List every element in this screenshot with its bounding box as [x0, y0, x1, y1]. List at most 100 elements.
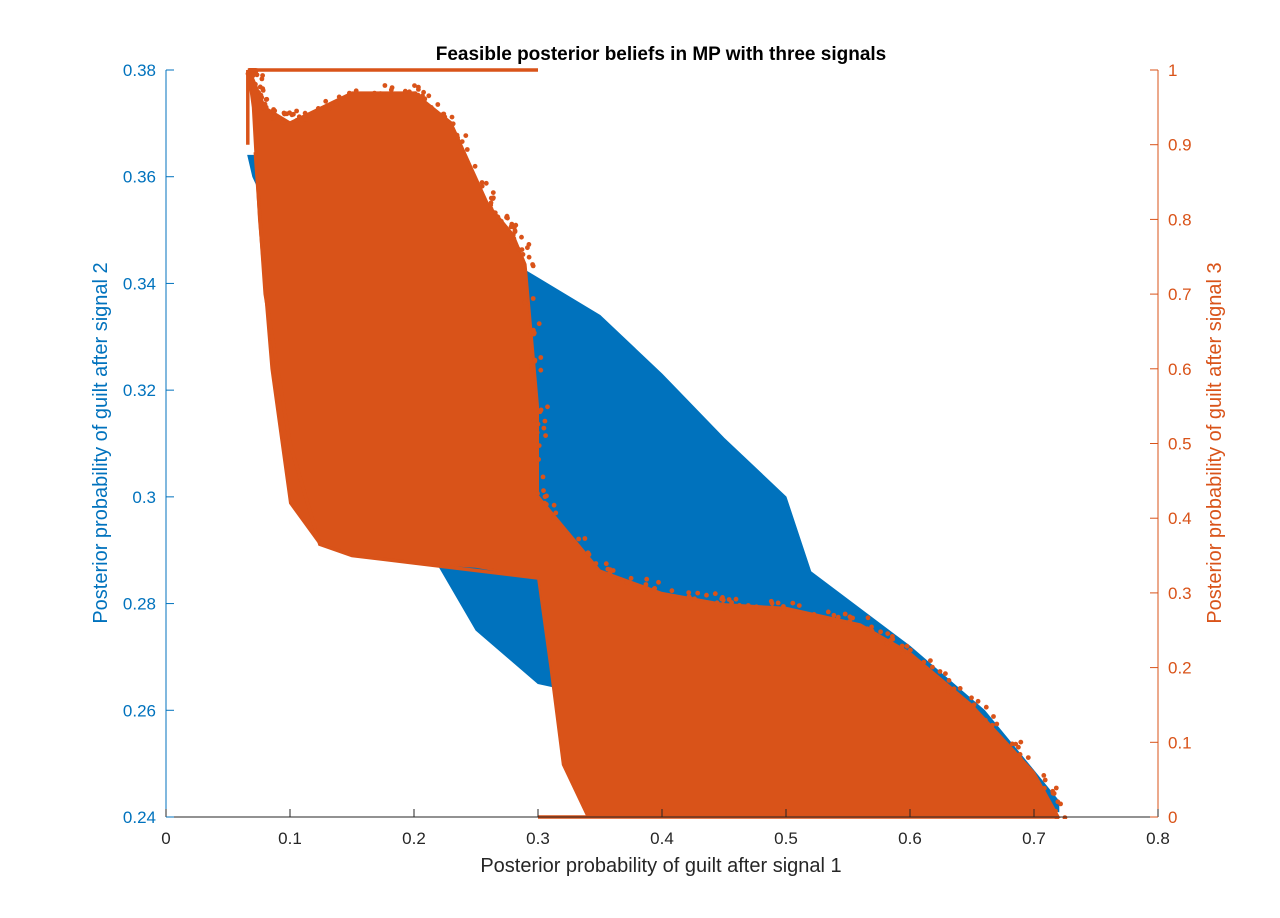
scatter-point — [890, 636, 896, 642]
x-tick-label: 0.1 — [278, 829, 302, 848]
scatter-point — [585, 550, 591, 556]
scatter-point — [908, 647, 913, 653]
y-left-tick-label: 0.26 — [123, 701, 156, 720]
scatter-point — [483, 180, 489, 186]
scatter-point — [971, 702, 977, 708]
scatter-point — [936, 679, 942, 684]
scatter-point — [1051, 791, 1057, 796]
scatter-point — [264, 96, 270, 102]
scatter-point — [593, 561, 599, 566]
scatter-point — [576, 536, 581, 542]
scatter-point — [921, 659, 927, 665]
scatter-point — [428, 105, 434, 110]
scatter-point — [327, 105, 332, 111]
scatter-point — [969, 695, 974, 701]
plot-area — [245, 68, 1068, 819]
scatter-point — [628, 575, 634, 581]
scatter-point — [488, 206, 494, 212]
scatter-point — [426, 93, 432, 99]
scatter-point — [951, 686, 957, 692]
scatter-point — [796, 603, 802, 608]
scatter-point — [884, 640, 890, 646]
y-right-tick-label: 0.1 — [1168, 733, 1192, 752]
scatter-point — [459, 139, 465, 145]
scatter-point — [422, 96, 428, 102]
scatter-point — [490, 196, 496, 202]
scatter-point — [943, 671, 948, 676]
scatter-point — [712, 591, 718, 597]
x-tick-label: 0.5 — [774, 829, 798, 848]
scatter-point — [869, 624, 874, 630]
scatter-point — [536, 321, 542, 327]
scatter-point — [644, 576, 650, 582]
scatter-point — [1042, 777, 1048, 783]
y-axis-left-label: Posterior probability of guilt after sig… — [90, 262, 112, 623]
scatter-point — [512, 229, 518, 235]
y-left-tick-label: 0.24 — [123, 808, 156, 827]
scatter-point — [644, 586, 650, 592]
y-right-tick-label: 0.9 — [1168, 136, 1192, 155]
y-left-tick-label: 0.34 — [123, 274, 156, 293]
scatter-point — [790, 600, 796, 606]
scatter-point — [607, 570, 613, 576]
scatter-point — [582, 536, 588, 541]
scatter-point — [373, 94, 379, 100]
scatter-point — [280, 120, 286, 125]
scatter-point — [720, 605, 726, 611]
scatter-point — [416, 87, 421, 92]
scatter-point — [323, 98, 329, 104]
scatter-point — [479, 183, 485, 189]
scatter-point — [536, 457, 541, 462]
scatter-point — [498, 218, 504, 224]
scatter-point — [253, 81, 258, 87]
scatter-point — [389, 85, 395, 90]
scatter-point — [1042, 785, 1047, 791]
scatter-point — [842, 611, 848, 617]
scatter-point — [553, 510, 559, 516]
scatter-point — [538, 367, 544, 373]
scatter-point — [520, 252, 526, 257]
series-group — [245, 68, 1068, 819]
scatter-point — [259, 76, 265, 82]
scatter-point — [1053, 808, 1058, 814]
scatter-point — [492, 210, 498, 216]
scatter-point — [686, 594, 692, 599]
series-right-boundary-line — [253, 152, 539, 580]
scatter-point — [1053, 785, 1059, 791]
scatter-point — [281, 110, 287, 116]
scatter-point — [508, 239, 514, 245]
scatter-point — [531, 331, 537, 337]
scatter-point — [449, 114, 455, 120]
scatter-point — [983, 704, 989, 710]
y-right-tick-label: 0.3 — [1168, 584, 1192, 603]
scatter-point — [878, 629, 883, 635]
scatter-point — [1025, 755, 1031, 760]
scatter-point — [490, 190, 496, 196]
scatter-point — [1041, 773, 1047, 778]
scatter-point — [531, 327, 536, 333]
scatter-point — [551, 515, 556, 521]
x-tick-label: 0 — [161, 829, 170, 848]
scatter-point — [823, 616, 828, 621]
y-left-tick-label: 0.28 — [123, 595, 156, 614]
x-tick-label: 0.4 — [650, 829, 674, 848]
scatter-point — [827, 618, 833, 623]
scatter-point — [714, 600, 720, 606]
scatter-point — [289, 112, 295, 118]
scatter-point — [930, 664, 935, 670]
scatter-point — [294, 108, 299, 114]
scatter-point — [669, 588, 675, 594]
scatter-point — [435, 102, 441, 107]
scatter-point — [989, 722, 995, 728]
y-axis-right-label: Posterior probability of guilt after sig… — [1204, 262, 1226, 623]
scatter-point — [468, 169, 473, 175]
scatter-point — [495, 214, 501, 220]
scatter-point — [479, 180, 485, 185]
scatter-point — [890, 644, 895, 650]
scatter-point — [544, 493, 549, 499]
scatter-point — [720, 595, 725, 600]
scatter-point — [535, 421, 541, 427]
scatter-point — [983, 717, 988, 723]
scatter-point — [271, 109, 277, 115]
